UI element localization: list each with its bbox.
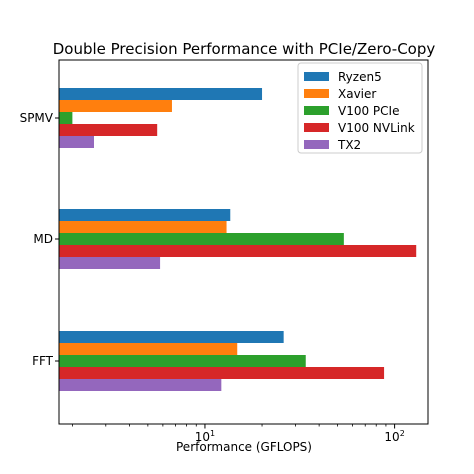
bar-v100-nvlink-fft — [59, 367, 385, 379]
x-tick-base: 10 — [195, 430, 210, 444]
legend-swatch-xavier — [304, 89, 329, 98]
bar-tx2-fft — [59, 379, 222, 391]
legend-swatch-v100-nvlink — [304, 123, 329, 132]
bar-xavier-md — [59, 221, 227, 233]
y-tick-label-spmv: SPMV — [20, 111, 54, 125]
bar-xavier-spmv — [59, 100, 172, 112]
x-tick-label-10: 101 — [195, 429, 215, 444]
chart-title: Double Precision Performance with PCIe/Z… — [53, 40, 436, 58]
legend-swatch-v100-pcie — [304, 106, 329, 115]
x-tick-base: 10 — [384, 430, 399, 444]
bar-v100-pcie-fft — [59, 355, 306, 367]
y-tick-label-md: MD — [33, 232, 53, 246]
x-tick-exponent: 2 — [400, 429, 405, 438]
bar-ryzen5-fft — [59, 331, 284, 343]
x-axis-label: Performance (GFLOPS) — [176, 440, 312, 454]
plot-area — [59, 88, 417, 391]
y-tick-label-fft: FFT — [32, 354, 54, 368]
plot-frame — [58, 59, 429, 425]
x-tick-label-100: 102 — [384, 429, 404, 444]
x-tick-exponent: 1 — [210, 429, 215, 438]
bar-ryzen5-md — [59, 209, 231, 221]
legend-swatch-ryzen5 — [304, 72, 329, 81]
legend-swatch-tx2 — [304, 140, 329, 149]
bar-v100-nvlink-spmv — [59, 124, 158, 136]
bar-tx2-md — [59, 257, 161, 269]
bar-v100-pcie-spmv — [59, 112, 73, 124]
bar-ryzen5-spmv — [59, 88, 263, 100]
legend-label-ryzen5: Ryzen5 — [338, 70, 382, 84]
bar-v100-pcie-md — [59, 233, 344, 245]
bar-tx2-spmv — [59, 136, 94, 148]
legend-label-v100-nvlink: V100 NVLink — [338, 121, 415, 135]
legend-label-v100-pcie: V100 PCIe — [338, 104, 399, 118]
legend: Ryzen5 Xavier V100 PCIe V100 NVLink TX2 — [297, 62, 423, 154]
bar-xavier-fft — [59, 343, 238, 355]
legend-label-tx2: TX2 — [337, 138, 361, 152]
bar-v100-nvlink-md — [59, 245, 417, 257]
legend-label-xavier: Xavier — [338, 87, 376, 101]
